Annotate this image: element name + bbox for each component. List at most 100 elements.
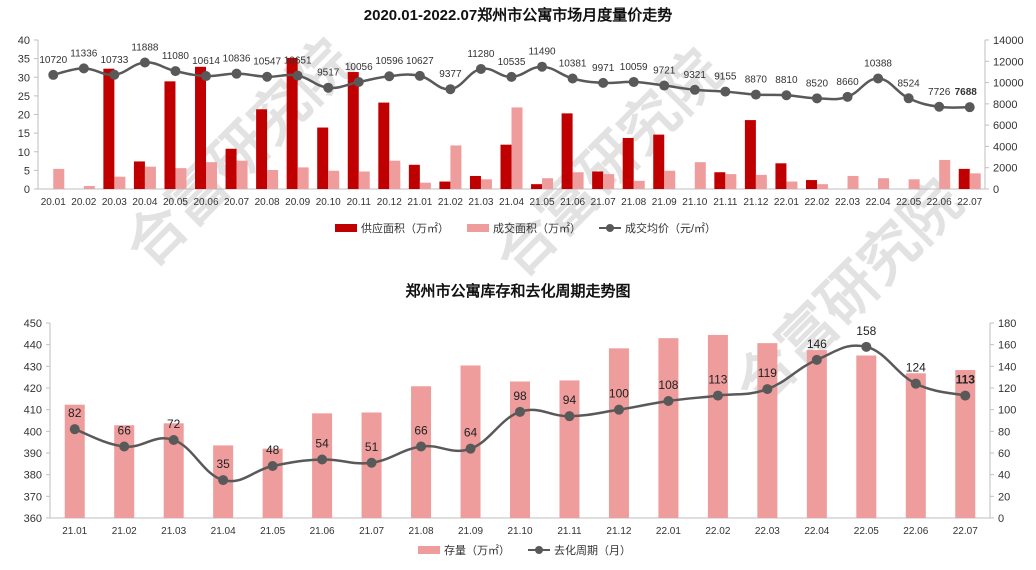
x-tick-label: 22.01	[774, 197, 799, 208]
legend-label: 存量（万㎡）	[444, 543, 510, 557]
chart-title-bottom: 郑州市公寓库存和去化周期走势图	[405, 282, 630, 300]
stock-bar	[64, 404, 85, 518]
supply-bar	[103, 68, 115, 189]
data-label: 158	[856, 324, 876, 338]
x-tick-label: 20.07	[224, 197, 249, 208]
data-label: 146	[807, 337, 827, 351]
x-tick-label: 21.10	[682, 197, 707, 208]
supply-bar	[164, 81, 176, 189]
x-tick-label: 22.06	[927, 197, 952, 208]
x-tick-label: 21.04	[211, 526, 236, 537]
legend-label: 成交面积（万㎡）	[493, 221, 581, 235]
line-point	[416, 441, 427, 452]
data-label: 124	[906, 361, 926, 375]
supply-bar	[256, 109, 268, 189]
line-point	[537, 61, 548, 72]
data-label: 10059	[620, 62, 648, 73]
x-tick-label: 21.11	[557, 526, 582, 537]
data-label: 82	[68, 406, 82, 420]
left-tick-label: 20	[18, 110, 30, 122]
deal-bar	[389, 160, 401, 189]
deal-bar	[267, 170, 279, 189]
line-point	[48, 69, 59, 80]
supply-bar	[714, 172, 726, 189]
deal-bar	[450, 145, 462, 189]
stock-bar	[955, 370, 976, 518]
x-tick-label: 20.06	[194, 197, 219, 208]
data-label: 8524	[898, 78, 921, 89]
line-series	[52, 61, 970, 109]
x-tick-label: 21.06	[560, 197, 585, 208]
supply-bar	[805, 180, 817, 189]
line-point	[267, 461, 278, 471]
data-label: 54	[315, 437, 329, 451]
deal-bar	[542, 178, 554, 189]
x-tick-label: 20.05	[163, 197, 188, 208]
x-tick-label: 20.01	[41, 197, 66, 208]
left-tick-label: 0	[24, 184, 30, 196]
deal-bar	[633, 180, 645, 189]
data-label: 94	[563, 393, 577, 407]
deal-bar	[83, 186, 95, 189]
line-point	[231, 68, 242, 79]
left-tick-label: 430	[24, 361, 42, 373]
supply-bar	[317, 127, 329, 189]
legend-swatch	[467, 224, 489, 232]
right-tick-label: 160	[998, 340, 1016, 352]
x-tick-label: 21.01	[407, 197, 432, 208]
right-tick-label: 60	[998, 448, 1010, 460]
deal-bar	[969, 173, 981, 189]
data-label: 66	[118, 424, 132, 438]
line-point	[567, 73, 578, 84]
supply-bar	[378, 102, 390, 189]
x-tick-label: 20.10	[316, 197, 341, 208]
data-label: 7726	[928, 87, 951, 98]
line-point	[873, 73, 884, 84]
x-tick-label: 20.04	[132, 197, 157, 208]
stock-bar	[856, 355, 877, 518]
line-point	[861, 341, 872, 352]
right-tick-label: 0	[993, 184, 999, 196]
line-point	[762, 384, 773, 395]
line-point	[659, 80, 670, 91]
data-label: 10056	[345, 62, 373, 73]
x-tick-label: 21.05	[260, 526, 285, 537]
stock-bar	[608, 348, 629, 518]
deal-bar	[175, 168, 187, 189]
line-point	[170, 66, 181, 77]
x-tick-label: 22.06	[903, 526, 928, 537]
deal-bar	[358, 171, 370, 189]
deal-bar	[419, 182, 431, 189]
data-label: 9377	[439, 69, 462, 80]
data-label: 9721	[653, 66, 676, 77]
data-label: 108	[658, 378, 678, 392]
line-point	[78, 63, 89, 74]
stock-bar	[658, 338, 679, 518]
deal-bar	[603, 174, 615, 189]
data-label: 11080	[162, 51, 190, 62]
line-point	[384, 71, 395, 82]
right-tick-label: 4000	[993, 141, 1017, 153]
chart-title-top: 2020.01-2022.07郑州市公寓市场月度量价走势	[364, 6, 672, 24]
deal-bar	[878, 178, 890, 189]
line-point	[69, 424, 80, 435]
x-tick-label: 21.02	[112, 526, 137, 537]
x-tick-label: 20.12	[377, 197, 402, 208]
supply-bar	[286, 57, 298, 189]
right-tick-label: 120	[998, 383, 1016, 395]
x-tick-label: 21.05	[530, 197, 555, 208]
right-tick-label: 80	[998, 426, 1010, 438]
stock-bar	[806, 350, 827, 518]
data-label: 10836	[223, 54, 251, 65]
line-point	[168, 435, 179, 445]
deal-bar	[511, 107, 523, 189]
x-tick-label: 22.03	[835, 197, 860, 208]
line-point	[910, 378, 921, 389]
data-label: 9321	[684, 70, 707, 81]
data-label: 8870	[745, 75, 768, 86]
data-label: 11888	[131, 42, 159, 53]
x-tick-label: 22.04	[804, 526, 829, 537]
data-label: 7688	[955, 87, 978, 98]
left-tick-label: 25	[18, 91, 30, 103]
